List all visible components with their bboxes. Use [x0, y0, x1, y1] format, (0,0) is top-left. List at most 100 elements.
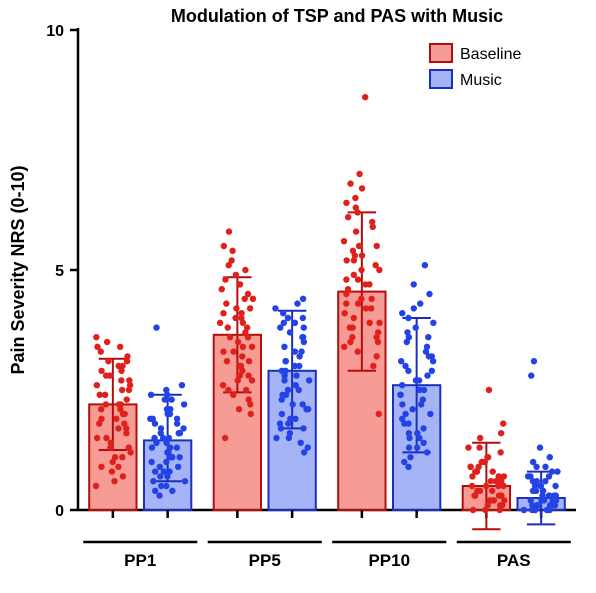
data-point [351, 272, 357, 278]
data-point [426, 291, 432, 297]
data-point [347, 180, 353, 186]
data-point [294, 300, 300, 306]
data-point [94, 344, 100, 350]
data-point [292, 382, 298, 388]
data-point [148, 459, 154, 465]
data-point [124, 396, 130, 402]
data-point [550, 497, 556, 503]
data-point [109, 459, 115, 465]
data-point [343, 200, 349, 206]
data-point [427, 411, 433, 417]
data-point [373, 353, 379, 359]
data-point [482, 507, 488, 513]
legend-swatch [430, 70, 452, 88]
data-point [225, 387, 231, 393]
data-point [248, 411, 254, 417]
data-point [356, 243, 362, 249]
data-point [120, 411, 126, 417]
data-point [296, 363, 302, 369]
data-point [352, 252, 358, 258]
data-point [107, 372, 113, 378]
data-point [542, 464, 548, 470]
data-point [414, 444, 420, 450]
data-point [166, 468, 172, 474]
legend-label: Music [460, 72, 502, 89]
data-point [374, 243, 380, 249]
data-point [375, 329, 381, 335]
data-point [124, 353, 130, 359]
data-point [407, 454, 413, 460]
data-point [279, 411, 285, 417]
data-point [498, 430, 504, 436]
data-point [249, 344, 255, 350]
data-point [230, 392, 236, 398]
data-point [281, 344, 287, 350]
data-point [369, 219, 375, 225]
data-point [426, 353, 432, 359]
data-point [219, 286, 225, 292]
data-point [239, 353, 245, 359]
data-point [243, 387, 249, 393]
data-point [422, 262, 428, 268]
data-point [430, 320, 436, 326]
data-point [290, 401, 296, 407]
data-point [470, 507, 476, 513]
data-point [399, 310, 405, 316]
data-point [489, 488, 495, 494]
data-point [530, 459, 536, 465]
data-point [358, 267, 364, 273]
data-point [217, 320, 223, 326]
data-point [343, 276, 349, 282]
data-point [354, 348, 360, 354]
data-point [343, 300, 349, 306]
data-point [421, 387, 427, 393]
data-point [223, 300, 229, 306]
data-point [416, 377, 422, 383]
data-point [485, 454, 491, 460]
data-point [362, 94, 368, 100]
data-point [406, 435, 412, 441]
data-point [233, 305, 239, 311]
data-point [242, 329, 248, 335]
data-point [303, 406, 309, 412]
data-point [285, 387, 291, 393]
data-point [498, 492, 504, 498]
data-point [220, 348, 226, 354]
data-point [282, 368, 288, 374]
data-point [278, 425, 284, 431]
data-point [547, 454, 553, 460]
data-point [530, 488, 536, 494]
data-point [306, 377, 312, 383]
data-point [418, 401, 424, 407]
data-point [247, 401, 253, 407]
data-point [399, 382, 405, 388]
data-point [233, 272, 239, 278]
data-point [352, 195, 358, 201]
chart-container: Modulation of TSP and PAS with MusicPain… [0, 0, 596, 593]
data-point [280, 310, 286, 316]
chart-svg: Modulation of TSP and PAS with MusicPain… [0, 0, 596, 593]
data-point [293, 372, 299, 378]
data-point [93, 334, 99, 340]
data-point [227, 334, 233, 340]
category-label: PAS [497, 551, 531, 570]
data-point [242, 267, 248, 273]
data-point [406, 444, 412, 450]
data-point [341, 238, 347, 244]
data-point [98, 464, 104, 470]
data-point [230, 348, 236, 354]
data-point [397, 392, 403, 398]
data-point [370, 363, 376, 369]
data-point [300, 425, 306, 431]
data-point [150, 478, 156, 484]
data-point [169, 488, 175, 494]
data-point [119, 454, 125, 460]
data-point [531, 358, 537, 364]
data-point [467, 464, 473, 470]
data-point [235, 377, 241, 383]
data-point [250, 296, 256, 302]
data-point [115, 425, 121, 431]
data-point [486, 387, 492, 393]
data-point [292, 320, 298, 326]
data-point [240, 344, 246, 350]
